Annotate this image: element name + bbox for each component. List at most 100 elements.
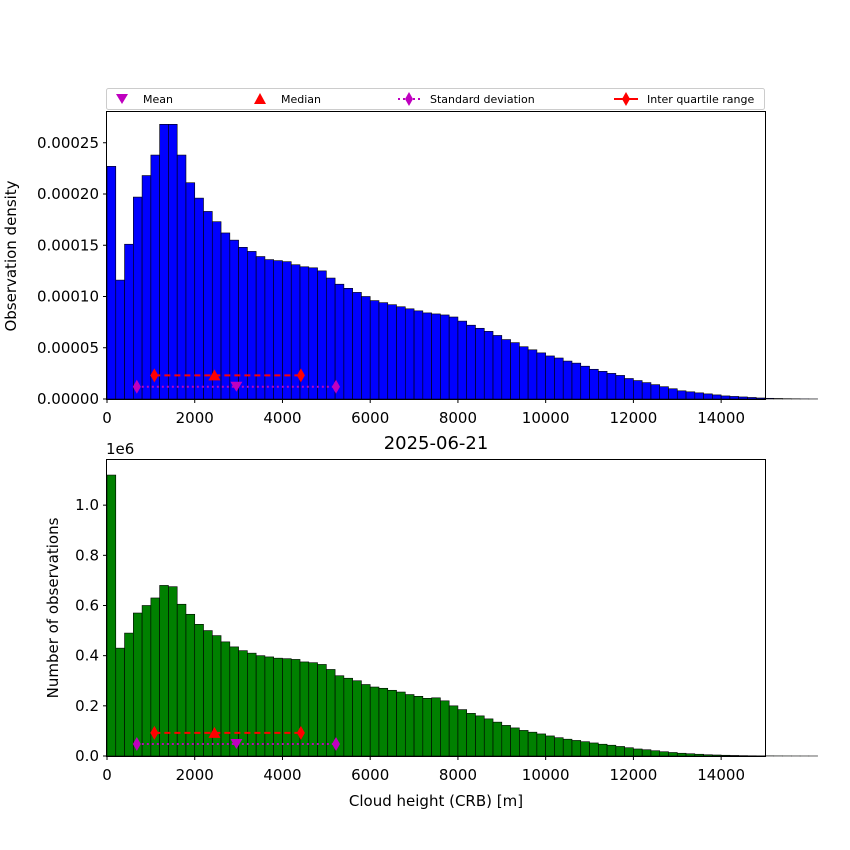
density-axes-frame bbox=[106, 111, 766, 400]
density-bar bbox=[141, 175, 152, 400]
count-bar bbox=[676, 752, 687, 757]
density-x-tick-label: 4000 bbox=[263, 409, 301, 427]
density-bar bbox=[457, 320, 468, 400]
density-y-tick-label: 0.00000 bbox=[37, 390, 99, 408]
count-y-tick-label: 0.0 bbox=[75, 747, 99, 765]
density-bar bbox=[615, 375, 625, 400]
count-bar bbox=[729, 755, 739, 757]
count-bar bbox=[194, 624, 204, 757]
density-bar bbox=[633, 380, 643, 400]
density-bar bbox=[492, 335, 503, 400]
count-bar bbox=[641, 749, 652, 757]
density-median-marker bbox=[208, 369, 221, 381]
density-bar bbox=[703, 393, 713, 400]
count-x-tick-label: 2000 bbox=[176, 766, 214, 784]
density-bar bbox=[352, 292, 362, 400]
density-bar bbox=[598, 371, 608, 400]
count-bar bbox=[317, 664, 327, 757]
count-iqr-low-marker bbox=[150, 725, 159, 740]
density-bar bbox=[747, 397, 757, 400]
density-bar bbox=[308, 267, 318, 400]
count-iqr-high-marker bbox=[296, 725, 305, 740]
density-bar bbox=[729, 396, 739, 400]
count-bar bbox=[650, 750, 661, 757]
count-bar bbox=[562, 738, 573, 757]
count-bar bbox=[527, 731, 538, 757]
density-bar bbox=[185, 182, 196, 400]
density-bar bbox=[466, 324, 476, 400]
density-mean-marker bbox=[230, 381, 243, 392]
density-y-tick-label: 0.00025 bbox=[37, 134, 99, 152]
density-y-tick-label: 0.00010 bbox=[37, 288, 99, 306]
density-bar bbox=[168, 124, 178, 400]
density-bar bbox=[255, 256, 266, 400]
count-bar bbox=[361, 684, 371, 757]
count-bar bbox=[448, 705, 459, 757]
density-bar bbox=[510, 342, 520, 400]
density-y-tick-label: 0.00015 bbox=[37, 236, 99, 254]
density-bar bbox=[159, 124, 169, 400]
density-y-axis-label: Observation density bbox=[2, 180, 20, 331]
count-bar bbox=[571, 740, 582, 757]
count-bar bbox=[431, 697, 441, 757]
density-bar bbox=[378, 302, 389, 400]
count-bar bbox=[466, 713, 476, 757]
density-bar bbox=[694, 392, 704, 400]
density-bar bbox=[519, 346, 529, 400]
density-bar bbox=[369, 300, 380, 400]
count-bar bbox=[413, 695, 424, 757]
density-bar bbox=[115, 279, 125, 400]
density-y-tick-label: 0.00005 bbox=[37, 339, 99, 357]
density-bar bbox=[404, 308, 415, 400]
count-bar bbox=[554, 737, 564, 757]
count-bar bbox=[404, 694, 415, 757]
count-bar bbox=[378, 687, 389, 757]
legend-label-median: Median bbox=[281, 93, 321, 106]
count-x-tick-label: 8000 bbox=[439, 766, 477, 784]
count-bar bbox=[290, 659, 301, 757]
count-bar bbox=[589, 742, 599, 757]
count-bar bbox=[519, 730, 529, 757]
count-bar bbox=[483, 718, 494, 757]
count-x-axis-label: Cloud height (CRB) [m] bbox=[349, 792, 523, 810]
density-x-tick-label: 14000 bbox=[697, 409, 745, 427]
count-bar bbox=[606, 744, 617, 757]
density-bar bbox=[413, 310, 424, 400]
count-bar bbox=[255, 655, 266, 757]
count-bar bbox=[159, 585, 169, 757]
count-median-marker bbox=[208, 726, 221, 738]
count-bar bbox=[545, 735, 555, 757]
density-bar bbox=[387, 304, 397, 400]
density-bar bbox=[764, 397, 775, 400]
density-bar bbox=[668, 388, 678, 400]
count-bar bbox=[457, 709, 468, 757]
density-bar bbox=[194, 197, 204, 400]
count-bar bbox=[168, 586, 178, 757]
count-stat-markers bbox=[132, 725, 340, 751]
density-bar bbox=[773, 398, 783, 400]
density-x-tick-label: 2000 bbox=[176, 409, 214, 427]
density-bars bbox=[106, 124, 818, 400]
count-bar bbox=[580, 741, 590, 757]
count-bar bbox=[685, 753, 696, 757]
count-bar bbox=[273, 657, 283, 757]
count-bar bbox=[185, 613, 196, 757]
density-x-tick-label: 12000 bbox=[610, 409, 658, 427]
count-y-tick-label: 0.4 bbox=[75, 647, 99, 665]
legend-item-mean: Mean bbox=[116, 93, 173, 106]
count-bar bbox=[712, 754, 722, 757]
density-x-ticks: 0 2000 4000 6000 8000 10000 12000 14000 bbox=[102, 399, 745, 427]
count-bar bbox=[510, 727, 520, 757]
density-bar bbox=[650, 384, 661, 400]
density-bar bbox=[343, 287, 353, 400]
density-bar bbox=[220, 232, 231, 400]
density-bar bbox=[431, 313, 441, 400]
count-bar bbox=[440, 700, 450, 757]
count-bar bbox=[501, 725, 511, 757]
count-bar bbox=[615, 746, 625, 757]
count-std-high-marker bbox=[331, 736, 340, 751]
count-bar bbox=[369, 686, 380, 757]
count-bar bbox=[720, 754, 731, 757]
density-bar bbox=[571, 362, 582, 400]
count-bar bbox=[387, 689, 397, 757]
